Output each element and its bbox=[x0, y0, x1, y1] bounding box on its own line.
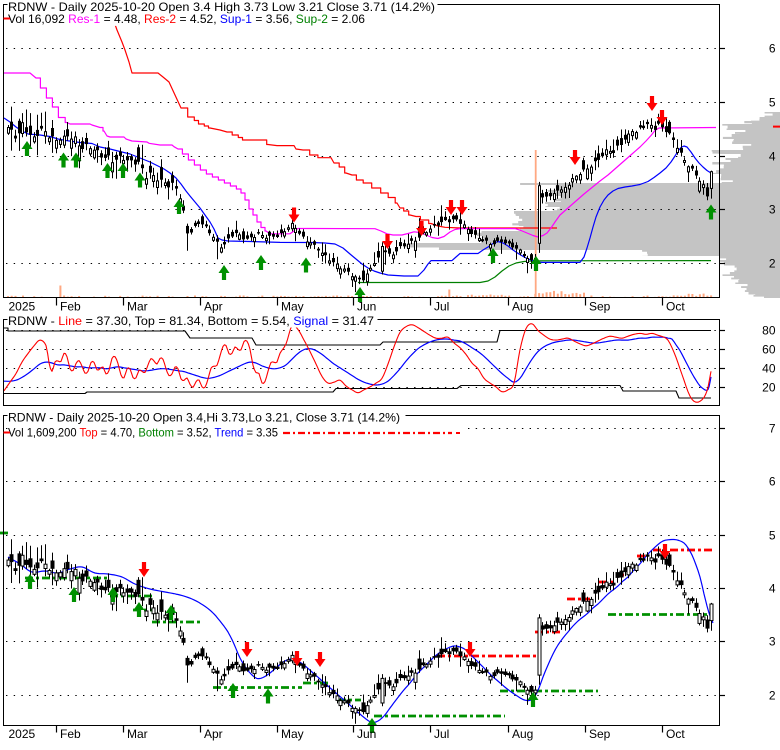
svg-text:RDNW - Daily 2025-10-20 Open 3: RDNW - Daily 2025-10-20 Open 3.4,Hi 3.73… bbox=[8, 411, 400, 425]
svg-text:6: 6 bbox=[769, 42, 776, 56]
svg-text:60: 60 bbox=[762, 343, 776, 357]
svg-text:7: 7 bbox=[769, 422, 776, 436]
svg-text:Aug: Aug bbox=[512, 727, 533, 741]
svg-text:Apr: Apr bbox=[204, 727, 223, 741]
svg-text:80: 80 bbox=[762, 324, 776, 338]
svg-text:40: 40 bbox=[762, 362, 776, 376]
svg-text:3: 3 bbox=[769, 635, 776, 649]
svg-text:Mar: Mar bbox=[127, 727, 148, 741]
svg-text:Jun: Jun bbox=[357, 727, 376, 741]
svg-text:4: 4 bbox=[769, 150, 776, 164]
svg-text:2025: 2025 bbox=[9, 727, 36, 741]
svg-text:3: 3 bbox=[769, 203, 776, 217]
svg-text:4: 4 bbox=[769, 582, 776, 596]
svg-text:May: May bbox=[281, 727, 304, 741]
svg-text:Oct: Oct bbox=[666, 300, 685, 314]
svg-text:Oct: Oct bbox=[666, 727, 685, 741]
svg-text:Feb: Feb bbox=[60, 727, 81, 741]
svg-text:Vol 1,609,200 Top = 4.70, Bott: Vol 1,609,200 Top = 4.70, Bottom = 3.52,… bbox=[8, 425, 278, 439]
svg-text:5: 5 bbox=[769, 96, 776, 110]
svg-text:2: 2 bbox=[769, 257, 776, 271]
svg-text:Feb: Feb bbox=[60, 300, 81, 314]
svg-text:Sep: Sep bbox=[589, 300, 611, 314]
svg-text:May: May bbox=[281, 300, 304, 314]
svg-text:Jul: Jul bbox=[434, 727, 449, 741]
svg-text:5: 5 bbox=[769, 529, 776, 543]
svg-text:2: 2 bbox=[769, 689, 776, 703]
svg-text:Apr: Apr bbox=[204, 300, 223, 314]
svg-text:20: 20 bbox=[762, 381, 776, 395]
svg-text:Sep: Sep bbox=[589, 727, 611, 741]
svg-text:2025: 2025 bbox=[9, 300, 36, 314]
svg-text:RDNW - Line = 37.30, Top = 81.: RDNW - Line = 37.30, Top = 81.34, Bottom… bbox=[8, 314, 374, 328]
svg-text:Mar: Mar bbox=[127, 300, 148, 314]
svg-text:6: 6 bbox=[769, 475, 776, 489]
svg-text:Vol 16,092 Res-1 = 4.48, Res-2: Vol 16,092 Res-1 = 4.48, Res-2 = 4.52, S… bbox=[8, 12, 365, 26]
svg-text:Aug: Aug bbox=[512, 300, 533, 314]
svg-text:Jul: Jul bbox=[434, 300, 449, 314]
svg-text:Jun: Jun bbox=[357, 300, 376, 314]
